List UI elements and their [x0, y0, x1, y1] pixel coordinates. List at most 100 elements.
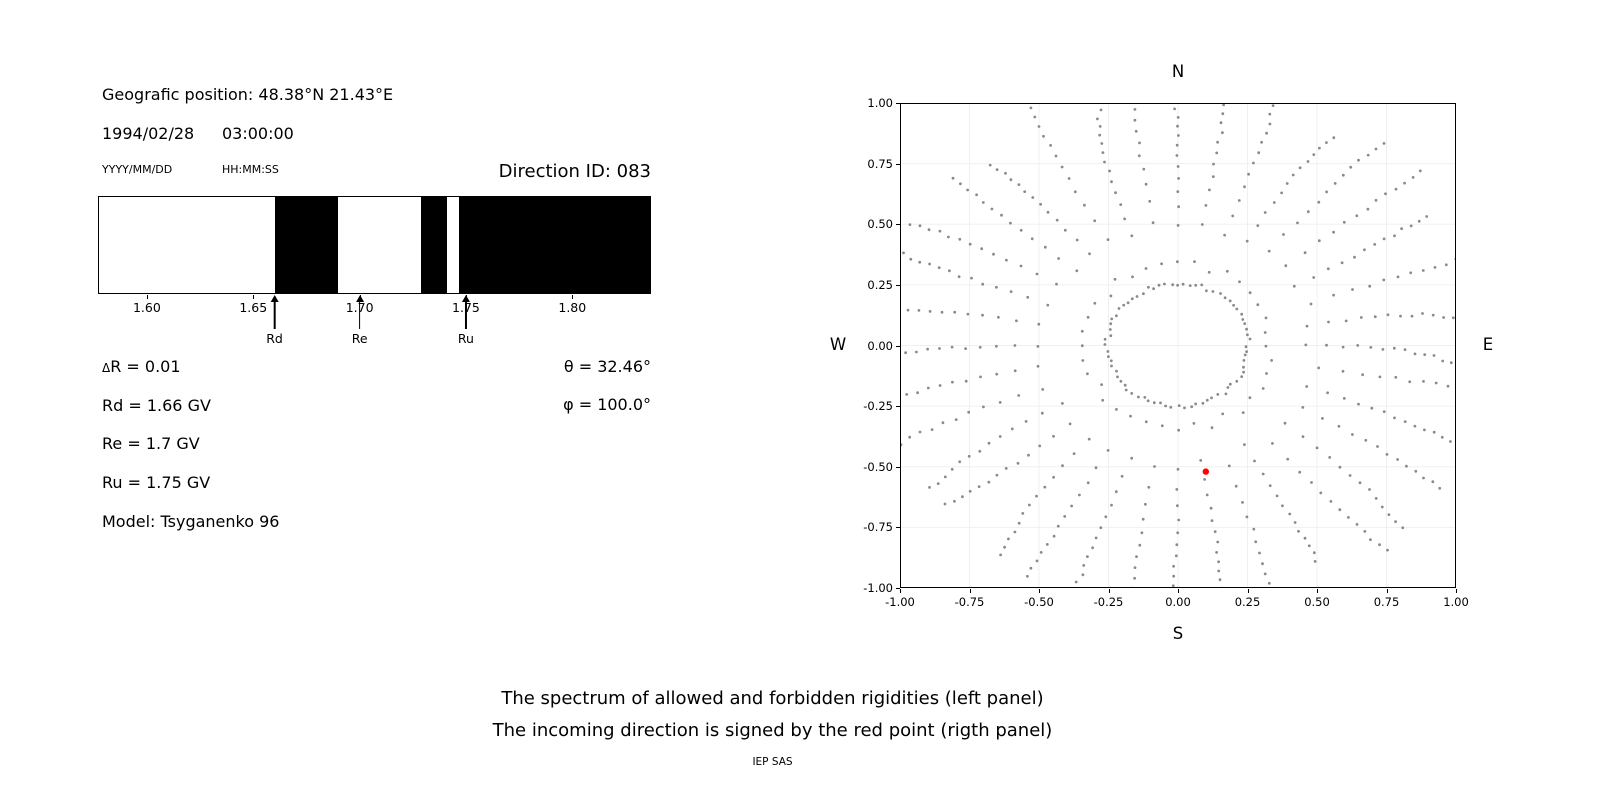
- gray-dot: [970, 276, 973, 280]
- gray-dot: [1176, 531, 1180, 535]
- gray-dot: [1319, 491, 1323, 495]
- gray-dot: [1159, 401, 1162, 405]
- gray-dot: [1403, 181, 1406, 185]
- gray-dot: [1013, 369, 1017, 373]
- gray-dot: [1241, 318, 1245, 321]
- gray-dot: [1341, 173, 1345, 177]
- x-tick-label: 0.75: [1373, 595, 1400, 609]
- gray-dot: [953, 310, 957, 314]
- gray-dot: [1313, 560, 1317, 563]
- x-tick-mark: [900, 589, 901, 593]
- forbidden-rigidity-segment: [421, 197, 447, 293]
- gray-dot: [1130, 234, 1134, 238]
- gray-dot: [992, 252, 995, 256]
- gray-dot: [1243, 353, 1247, 357]
- gray-dot: [1046, 303, 1050, 307]
- gray-dot: [1177, 428, 1180, 432]
- rigidity-marker-label: Rd: [266, 331, 283, 346]
- gray-dot: [1280, 191, 1283, 195]
- y-tick-mark: [896, 163, 900, 165]
- gray-dot: [1228, 382, 1232, 386]
- gray-dot: [1207, 270, 1211, 274]
- gray-dot: [1347, 516, 1350, 519]
- gray-dot: [1142, 167, 1146, 171]
- gray-dot: [1147, 285, 1150, 289]
- gray-dot: [1220, 586, 1223, 588]
- rigidity-marker-label: Ru: [457, 331, 474, 346]
- gray-dot: [900, 443, 903, 447]
- gray-dot: [1356, 344, 1360, 347]
- gray-dot: [1080, 344, 1084, 348]
- gray-dot: [1009, 290, 1013, 293]
- gray-dot: [1176, 467, 1180, 471]
- gray-dot: [940, 310, 944, 314]
- gray-dot: [1040, 411, 1044, 415]
- gray-dot: [1243, 443, 1246, 446]
- gray-dot: [1440, 435, 1444, 439]
- gray-dot: [1253, 459, 1256, 463]
- gray-dot: [1075, 269, 1079, 273]
- gray-dot: [1264, 344, 1268, 348]
- gray-dot: [1256, 303, 1260, 307]
- y-tick-label: -0.25: [863, 399, 893, 414]
- gray-dot: [1312, 153, 1316, 156]
- delta-r-value: R = 0.01: [110, 357, 181, 376]
- theta-value-label: θ = 32.46°: [563, 357, 651, 376]
- gray-dot: [1257, 151, 1261, 155]
- gray-dot: [1042, 134, 1045, 138]
- gray-dot: [966, 188, 969, 192]
- gray-dot: [950, 467, 954, 471]
- y-tick-label: 0.75: [867, 156, 893, 171]
- y-tick-label: 1.00: [867, 96, 893, 110]
- gray-dot: [1309, 302, 1313, 306]
- gray-dot: [1221, 112, 1225, 116]
- gray-dot: [1194, 283, 1198, 287]
- gray-dot: [1030, 237, 1034, 241]
- gray-dot: [1263, 331, 1267, 334]
- gray-dot: [928, 262, 931, 266]
- rd-value-label: Rd = 1.66 GV: [102, 396, 211, 415]
- gray-dot: [918, 224, 922, 228]
- gray-dot: [1401, 526, 1405, 530]
- y-tick-mark: [896, 466, 900, 468]
- x-tick-mark: [1108, 589, 1110, 593]
- gray-dot: [1246, 333, 1249, 337]
- gray-dot: [1358, 481, 1362, 485]
- gray-dot: [1312, 276, 1316, 279]
- credit-label: IEP SAS: [752, 756, 793, 768]
- gray-dot: [1223, 233, 1226, 237]
- gray-dot: [1241, 411, 1245, 414]
- gray-dot: [1261, 562, 1264, 566]
- geographic-position-label: Geografic position: 48.38°N 21.43°E: [102, 85, 394, 104]
- gray-dot: [1382, 142, 1386, 145]
- gray-dot: [1144, 502, 1147, 506]
- gray-dot: [947, 235, 950, 239]
- gray-dot: [1386, 548, 1389, 552]
- gray-dot: [1305, 324, 1309, 328]
- up-arrow-icon: [270, 295, 279, 302]
- gray-dot: [1063, 515, 1067, 518]
- gray-dot: [1283, 421, 1287, 425]
- gray-dot: [1081, 359, 1085, 362]
- gray-dot: [1160, 262, 1163, 266]
- gray-dot: [951, 380, 954, 384]
- gray-dot: [1403, 420, 1407, 423]
- gray-dot: [1054, 154, 1058, 158]
- gray-dot: [1245, 239, 1249, 243]
- gray-dot: [918, 260, 922, 264]
- gray-dot: [1052, 434, 1055, 438]
- y-tick-label: 0.25: [867, 277, 893, 292]
- gray-dot: [1413, 352, 1417, 356]
- gray-dot: [1086, 481, 1090, 485]
- gray-dot: [1421, 312, 1424, 315]
- gray-dot: [1355, 523, 1359, 526]
- gray-dot: [1368, 284, 1372, 288]
- gray-dot: [1200, 223, 1204, 226]
- gray-dot: [1068, 422, 1072, 426]
- gray-dot: [990, 207, 994, 211]
- gray-dot: [978, 345, 982, 349]
- gray-dot: [1421, 269, 1425, 272]
- gray-dot: [1067, 177, 1071, 180]
- gray-dot: [1176, 190, 1180, 193]
- gray-dot: [1035, 272, 1039, 276]
